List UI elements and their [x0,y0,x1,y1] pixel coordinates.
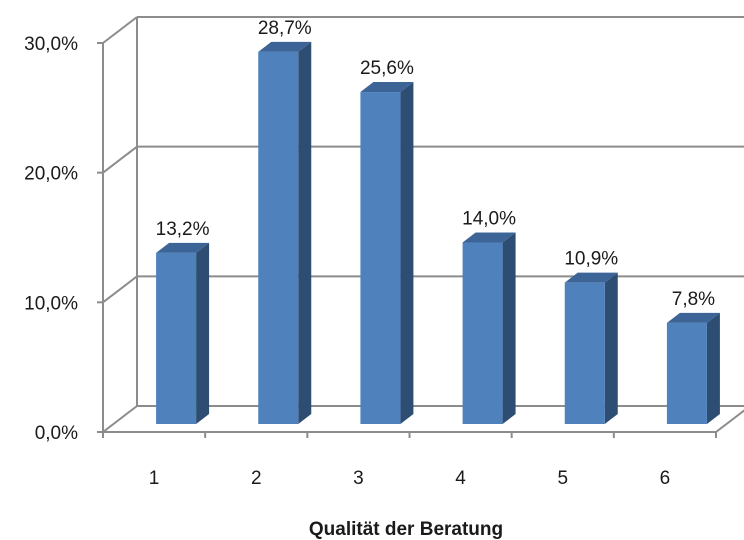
bar [258,41,312,425]
gridline-diagonal [102,275,138,304]
x-tick-label: 6 [660,468,671,489]
data-labels: 13,2% 28,7% 25,6% 14,0% 10,9% 7,8% [156,18,716,310]
bar-top [462,232,516,243]
y-tick-labels: 0,0% 10,0% 20,0% 30,0% [24,34,78,444]
data-label: 7,8% [672,289,715,310]
bar-side [298,41,312,425]
bar-top [564,272,618,283]
bar-front [360,92,401,424]
bar-side [400,82,414,424]
x-tick-label: 4 [455,468,466,489]
floor-right-edge [715,409,744,433]
bar-side [604,272,618,424]
gridlines [102,16,744,433]
bar [156,242,210,424]
bar [564,272,618,424]
data-label: 10,9% [564,249,618,270]
y-tick-label: 30,0% [24,34,78,55]
bar-top [258,41,312,52]
bar-side [706,312,720,424]
axes [97,42,717,438]
bar-top [666,312,720,323]
gridline-diagonal [102,405,138,433]
bar-top [360,82,414,93]
y-tick-label: 20,0% [24,164,78,185]
bar-front [258,51,299,425]
gridline-diagonal [102,16,138,44]
y-tick-label: 10,0% [24,293,78,314]
bar-top [156,242,210,253]
x-tick-label: 5 [557,468,568,489]
data-label: 28,7% [258,18,312,39]
bar-side [196,242,210,424]
bar-front [564,282,605,424]
data-label: 14,0% [462,208,516,229]
bar-front [666,322,707,424]
bar-side [502,232,516,424]
bars [156,41,720,425]
data-label: 25,6% [360,58,414,79]
bar [666,312,720,424]
x-tick-label: 3 [353,468,364,489]
x-tick-label: 1 [149,468,160,489]
gridline-diagonal [102,145,138,174]
x-tick-labels: 1 2 3 4 5 6 [149,468,670,489]
x-axis-title: Qualität der Beratung [309,519,503,540]
x-tick-label: 2 [251,468,262,489]
y-tick-label: 0,0% [35,423,78,444]
data-label: 13,2% [156,219,210,240]
bar [462,232,516,424]
bar [360,82,414,424]
bar-front [156,252,197,424]
bar-front [462,242,503,424]
